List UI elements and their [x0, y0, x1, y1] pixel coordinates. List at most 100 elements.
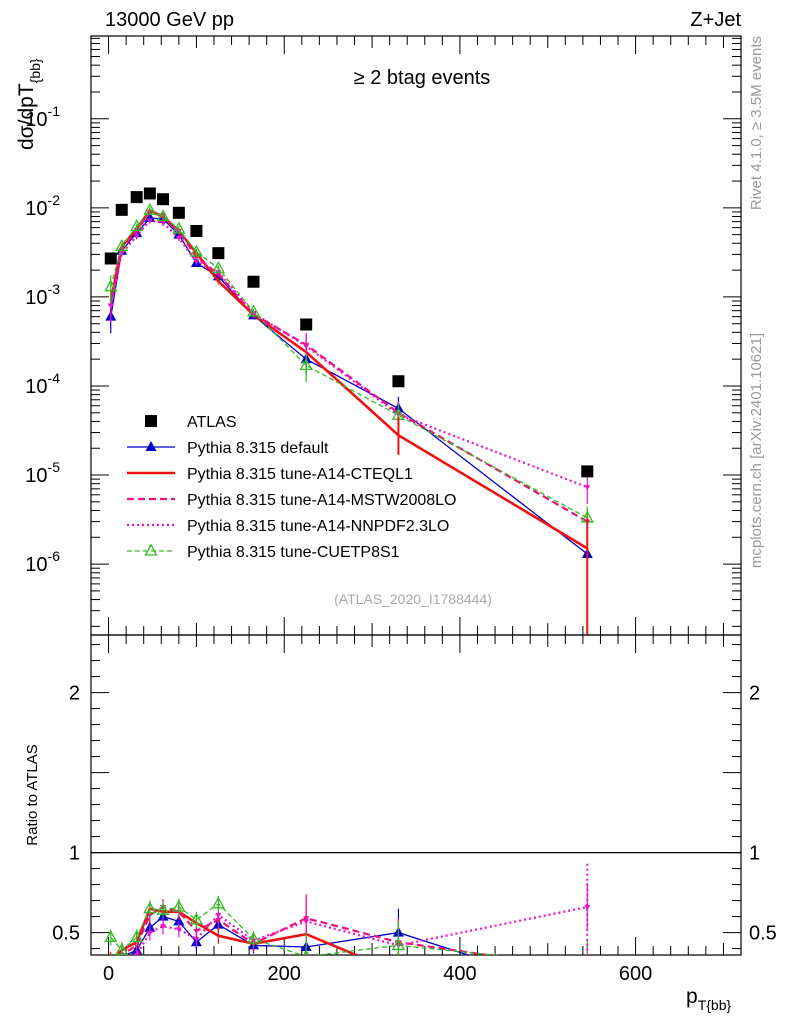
ratio-series-3-point — [133, 953, 140, 955]
atlas-point — [247, 275, 260, 288]
ratio-data — [104, 863, 593, 972]
ratio-panel: 0.5 0.5 1 1 2 2 Ratio to ATLAS — [24, 634, 777, 972]
atlas-point — [130, 191, 143, 204]
series-3-line — [109, 211, 588, 523]
series-4 — [107, 217, 591, 504]
rivet-label: Rivet 4.1.0, ≥ 3.5M events — [748, 36, 765, 210]
main-ylabel-sub: {bb} — [27, 58, 43, 83]
ratio-series-3-point — [119, 958, 125, 963]
main-ylabel-main: dσ/dpT — [15, 83, 38, 150]
ratio-series-4-point — [104, 930, 118, 943]
ratio-series-4-point — [130, 930, 144, 943]
x-tick-label: 0 — [103, 963, 114, 985]
y-tick-label: 10-5 — [25, 459, 60, 487]
ratio-series-3-point — [303, 919, 310, 925]
legend-marker — [144, 543, 158, 556]
ratio-series-3-point — [215, 913, 222, 918]
legend-item: Pythia 8.315 tune-A14-NNPDF2.3LO — [127, 518, 449, 535]
ratio-axis-ticks: 0.5 0.5 1 1 2 2 — [52, 635, 777, 955]
ratio-series-2-point — [584, 967, 590, 972]
analysis-id: (ATLAS_2020_I1788444) — [334, 591, 492, 607]
ratio-series-3 — [119, 883, 591, 963]
ratio-series-4-point — [156, 902, 170, 915]
series-atlas — [104, 187, 594, 478]
series-5-point — [246, 304, 261, 317]
svg-text:pT{bb}: pT{bb} — [686, 985, 731, 1013]
series-4-point — [133, 234, 140, 240]
legend-item: Pythia 8.315 default — [127, 440, 329, 457]
ratio-series-4 — [104, 895, 593, 969]
series-4-point — [107, 303, 114, 309]
y-tick-label: 10-3 — [25, 281, 60, 309]
y-tick-label: 10-6 — [25, 548, 60, 576]
ratio-series-3-point — [193, 937, 200, 942]
ratio-series-1 — [110, 900, 400, 955]
series-5-point — [211, 260, 225, 273]
series-1-point — [144, 211, 156, 222]
atlas-point — [392, 375, 405, 388]
legend-item: ATLAS — [145, 414, 237, 431]
x-tick-label: 200 — [268, 963, 301, 985]
ratio-series-3-point — [146, 930, 153, 936]
ratio-series-4-point — [582, 959, 593, 969]
x-axis-label: pT{bb} — [686, 985, 731, 1013]
series-5-point — [189, 244, 204, 257]
mcplots-label: mcplots.cern.ch [arXiv:2401.10621] — [748, 333, 765, 568]
legend: ATLAS Pythia 8.315 default Pythia 8.315 tu… — [127, 414, 456, 561]
ratio-series-3-point — [175, 927, 182, 933]
main-ylabel: dσ/dpT{bb} — [15, 58, 43, 150]
legend-marker — [145, 441, 157, 451]
series-3 — [107, 209, 591, 539]
ratio-frame — [90, 634, 742, 956]
series-5 — [104, 202, 594, 535]
x-label-main: p — [686, 985, 698, 1008]
atlas-point — [157, 193, 170, 206]
series-5-point — [299, 358, 313, 371]
main-panel: 10-6 10-5 10-4 10-3 10-2 10-1 ≥ 2 btag events… — [15, 35, 742, 636]
y-tick-label: 10-1 — [25, 103, 60, 131]
legend-label: Pythia 8.315 default — [187, 440, 329, 457]
x-label-sub: T{bb} — [698, 997, 732, 1013]
ratio-series-4-point — [189, 912, 204, 925]
atlas-point — [212, 247, 225, 260]
x-tick-labels: 0 200 400 600 — [103, 963, 652, 985]
ratio-y-tick-label: 0.5 — [52, 923, 80, 945]
atlas-point — [581, 465, 594, 478]
series-4-point — [160, 220, 167, 226]
series-4-point — [584, 485, 591, 491]
atlas-point — [143, 187, 156, 200]
ratio-series-4-point — [172, 899, 186, 912]
legend-item: Pythia 8.315 tune-A14-CTEQL1 — [127, 466, 413, 483]
x-tick-label: 400 — [443, 963, 476, 985]
series-4-point — [175, 235, 182, 241]
atlas-point — [104, 252, 117, 265]
series-5-point — [130, 218, 144, 231]
ratio-series-3-point — [160, 924, 167, 930]
ratio-series-2 — [118, 894, 590, 972]
main-data — [104, 187, 594, 635]
ratio-series-4-point — [211, 896, 225, 909]
ratio-series-2-point — [133, 943, 140, 949]
ratio-series-0-point — [173, 915, 185, 926]
series-5-point — [104, 279, 118, 292]
ratio-ylabel: Ratio to ATLAS — [24, 744, 41, 845]
atlas-point — [115, 203, 128, 216]
y-tick-label: 10-2 — [25, 192, 60, 220]
series-5-point — [115, 238, 129, 251]
y-tick-label: 10-4 — [25, 370, 60, 398]
ratio-y-tick-label: 2 — [69, 683, 80, 705]
ratio-series-2-line — [120, 905, 496, 955]
ratio-series-4-point — [246, 931, 261, 944]
series-5-point — [143, 202, 157, 215]
ratio-series-4-point — [143, 901, 157, 914]
ratio-series-4-point — [115, 942, 129, 955]
series-4-point — [193, 259, 200, 265]
legend-label: ATLAS — [187, 414, 237, 431]
ratio-y-tick-label: 1 — [69, 843, 80, 865]
series-4-point — [303, 344, 310, 350]
header-right: Z+Jet — [690, 9, 741, 31]
series-2 — [109, 207, 588, 566]
atlas-point — [190, 224, 203, 237]
series-4-point — [146, 218, 153, 224]
